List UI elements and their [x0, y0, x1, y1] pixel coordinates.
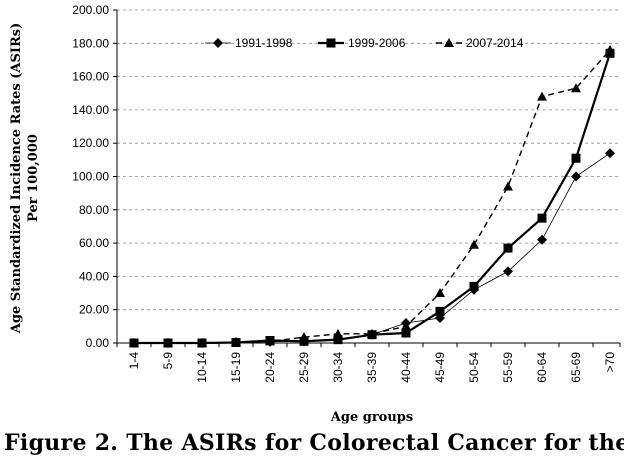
series-line: [134, 152, 611, 344]
y-tick-label: 80.00: [79, 203, 109, 217]
y-tick-label: 200.00: [72, 3, 109, 17]
triangle-marker: [605, 44, 615, 54]
triangle-marker: [571, 83, 581, 93]
x-tick-label: 10-14: [195, 352, 209, 383]
triangle-marker: [299, 332, 309, 342]
triangle-marker: [367, 328, 377, 338]
triangle-marker: [444, 38, 454, 47]
legend: 1991-1998 1999-2006 2007-2014: [205, 36, 524, 50]
diamond-marker: [605, 148, 615, 159]
square-marker: [571, 153, 581, 163]
triangle-marker: [265, 336, 275, 346]
y-tick-label: 60.00: [79, 236, 109, 250]
x-tick-label: 1-4: [127, 352, 141, 370]
figure-caption: Figure 2. The ASIRs for Colorectal Cance…: [4, 430, 624, 456]
diamond-marker: [503, 266, 513, 277]
legend-label: 1999-2006: [348, 36, 406, 50]
x-tick-label: 55-59: [501, 352, 515, 383]
y-tick-label: 120.00: [72, 136, 109, 150]
x-tick-label: >70: [603, 352, 617, 373]
diamond-marker: [537, 234, 547, 245]
triangle-marker: [197, 338, 207, 347]
y-tick-label: 0.00: [86, 336, 110, 350]
triangle-marker: [503, 181, 513, 191]
x-tick-label: 65-69: [569, 352, 583, 383]
x-tick-label: 30-34: [331, 352, 345, 383]
series-1991-1998: [129, 148, 615, 348]
x-tick-label: 35-39: [365, 352, 379, 383]
square-marker: [537, 213, 547, 223]
axes: [113, 9, 621, 347]
line-chart: 0.00 20.00 40.00 60.00 80.00 100.00 120.00 140.…: [9, 3, 621, 425]
series-line: [134, 49, 611, 344]
x-tick-label: 15-19: [229, 352, 243, 383]
x-tick-labels: 1-4 5-9 10-14 15-19 20-24 25-29 30-34 35-39 40-4…: [127, 352, 617, 383]
square-marker: [469, 281, 479, 291]
triangle-marker: [163, 338, 173, 347]
square-marker: [401, 328, 411, 338]
y-tick-label: 100.00: [72, 170, 109, 184]
x-tick-label: 60-64: [535, 352, 549, 383]
triangle-marker: [469, 239, 479, 249]
triangle-marker: [401, 321, 411, 331]
x-tick-label: 45-49: [433, 352, 447, 383]
triangle-marker: [231, 337, 241, 347]
triangle-marker: [435, 288, 445, 298]
square-marker: [326, 38, 336, 48]
y-tick-labels: 0.00 20.00 40.00 60.00 80.00 100.00 120.00 140.…: [72, 3, 109, 350]
square-marker: [333, 335, 343, 345]
y-tick-label: 160.00: [72, 70, 109, 84]
triangle-marker: [333, 328, 343, 338]
y-tick-label: 180.00: [72, 36, 109, 50]
x-tick-label: 25-29: [297, 352, 311, 383]
square-marker: [435, 306, 445, 316]
grid-lines: [117, 9, 620, 311]
x-tick-label: 50-54: [467, 352, 481, 383]
x-tick-label: 40-44: [399, 352, 413, 383]
y-tick-label: 140.00: [72, 103, 109, 117]
y-axis-label-line1: Age Standardized Incidence Rates (ASIRs): [9, 23, 24, 334]
diamond-marker: [213, 38, 223, 48]
triangle-marker: [537, 91, 547, 101]
y-tick-label: 40.00: [79, 269, 109, 283]
legend-label: 2007-2014: [466, 36, 524, 50]
x-tick-label: 20-24: [263, 352, 277, 383]
y-tick-label: 20.00: [79, 303, 109, 317]
diamond-marker: [571, 171, 581, 182]
legend-label: 1991-1998: [235, 36, 293, 50]
x-axis-label: Age groups: [330, 410, 413, 425]
square-marker: [503, 243, 513, 253]
y-axis-label-line2: Per 100,000: [26, 134, 41, 222]
triangle-marker: [129, 338, 139, 347]
series-2007-2014: [129, 44, 615, 347]
x-tick-label: 5-9: [161, 352, 175, 370]
square-marker: [299, 336, 309, 346]
data-series: [129, 44, 615, 348]
series-line: [134, 52, 612, 345]
